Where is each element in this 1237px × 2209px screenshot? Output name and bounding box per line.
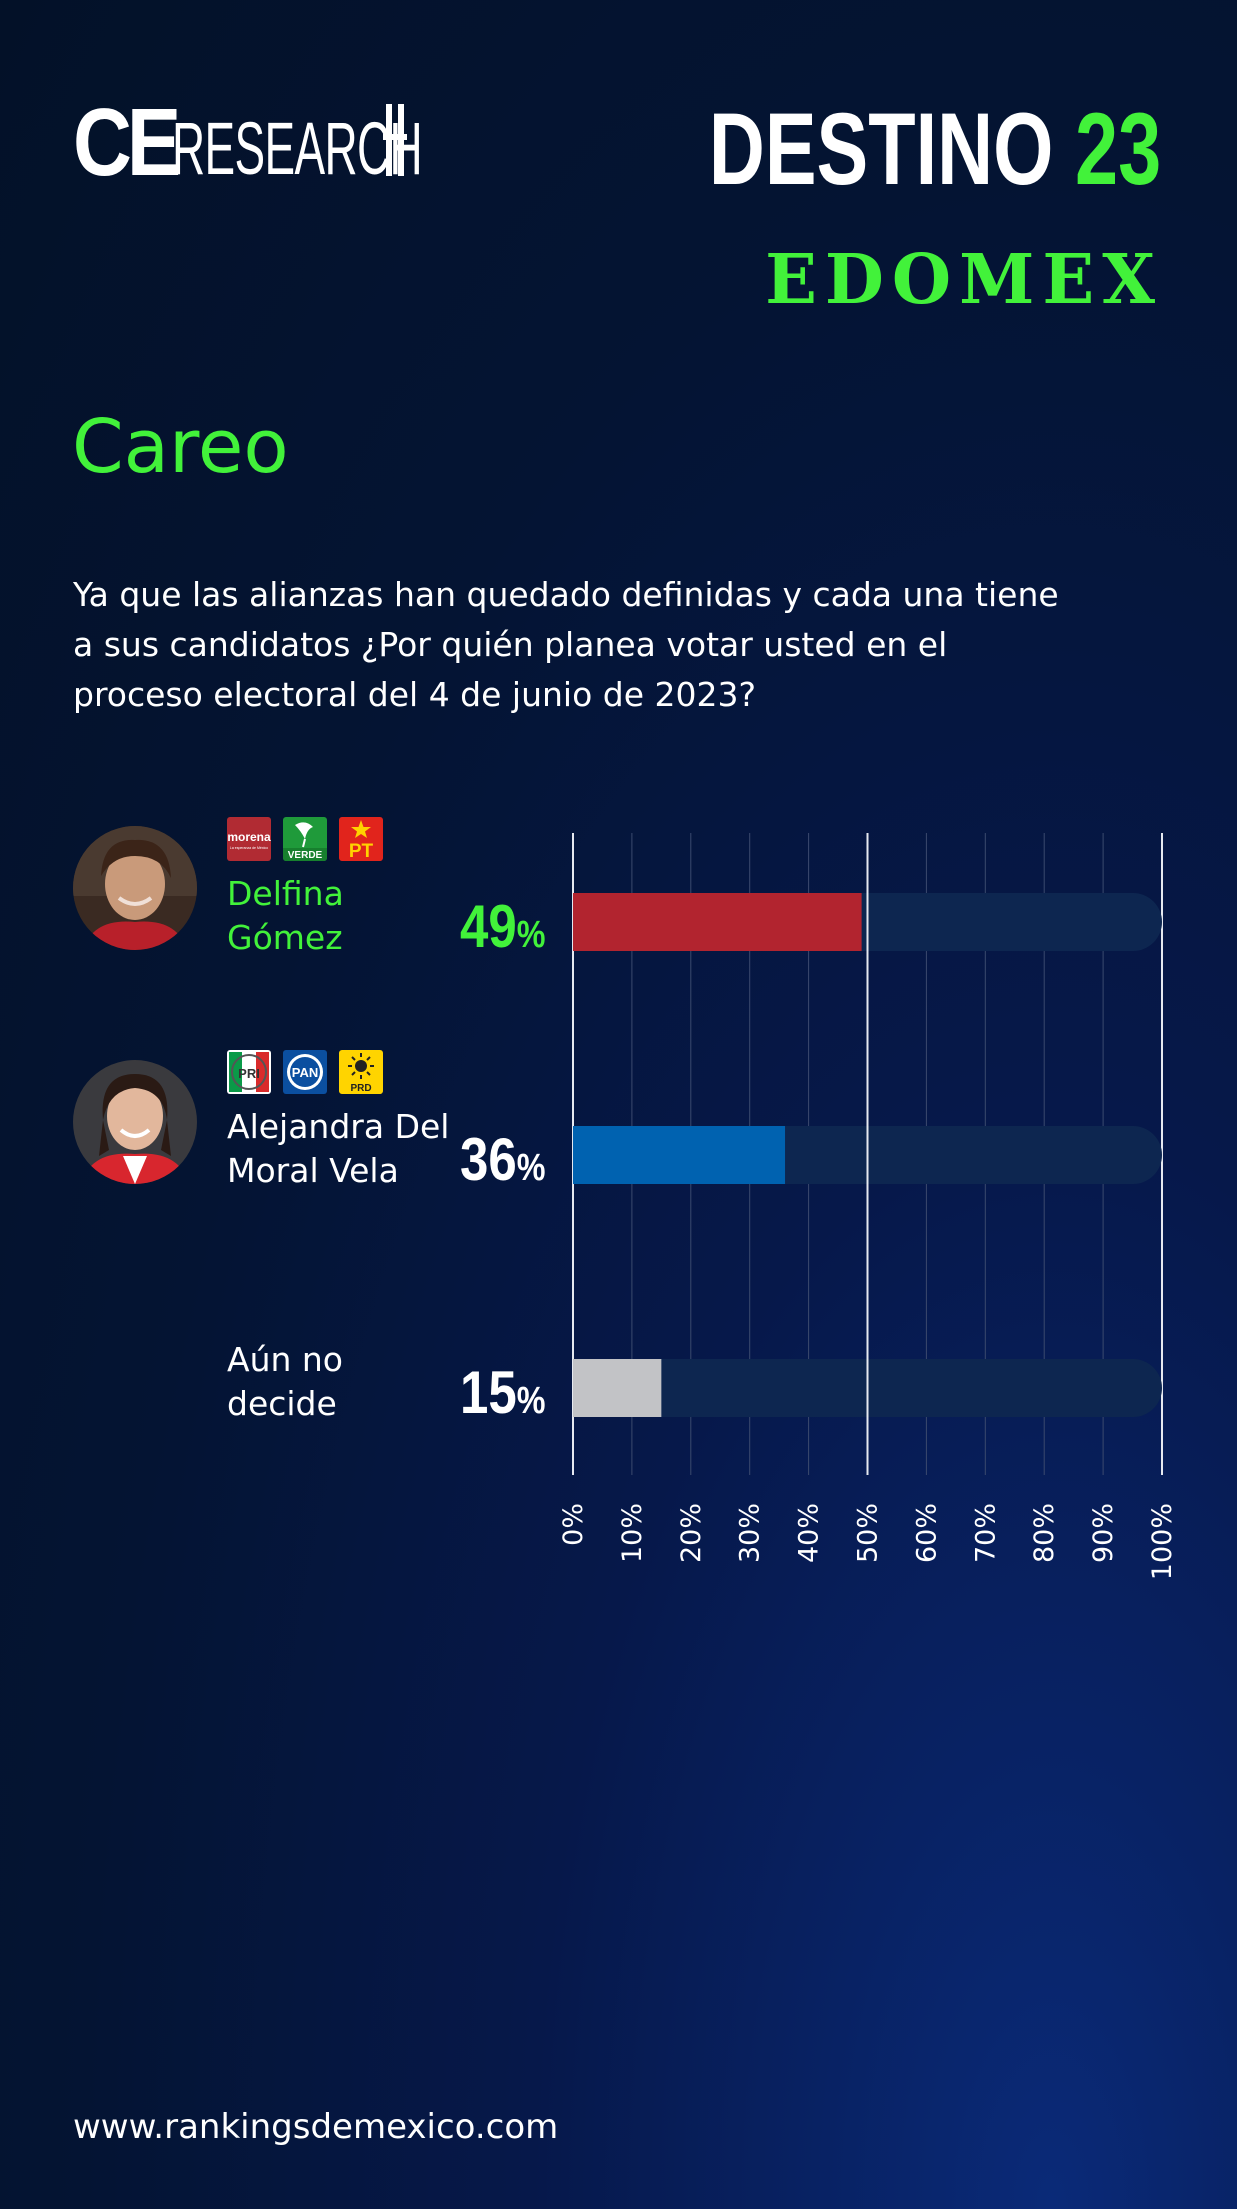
destino-word: DESTINO <box>708 92 1054 206</box>
x-tick-label: 100% <box>1147 1503 1178 1580</box>
logo-ce: CE <box>73 89 181 196</box>
candidate-name-line1: Alejandra Del <box>227 1107 450 1146</box>
verde-logo-icon: VERDE <box>283 817 327 861</box>
x-tick-label: 30% <box>735 1503 766 1563</box>
percentage-symbol: % <box>516 1147 546 1189</box>
percentage-alejandra-del-moral: 36% <box>460 1130 545 1190</box>
pt-logo-icon: PT <box>339 817 383 861</box>
region-label: EDOMEX <box>765 240 1163 320</box>
pan-logo-icon: PAN <box>283 1050 327 1094</box>
pri-logo-icon: PRI <box>227 1050 271 1094</box>
x-tick-label: 90% <box>1088 1503 1119 1563</box>
morena-label: morena <box>227 830 271 844</box>
candidate-name-alejandra-del-moral: Alejandra Del Moral Vela <box>227 1105 449 1193</box>
percentage-value: 36 <box>460 1126 517 1193</box>
x-tick-label: 50% <box>853 1503 884 1563</box>
candidate-name-line1: Delfina <box>227 874 344 913</box>
prd-label: PRD <box>350 1083 371 1094</box>
verde-label: VERDE <box>288 850 323 861</box>
logo-research: RESEARCH <box>172 107 423 190</box>
prd-logo-icon: PRD <box>339 1050 383 1094</box>
x-tick-label: 40% <box>794 1503 825 1563</box>
percentage-symbol: % <box>516 1380 546 1422</box>
percentage-symbol: % <box>516 914 546 956</box>
footer-url[interactable]: www.rankingsdemexico.com <box>73 2107 559 2147</box>
candidate-name-delfina-gomez: Delfina Gómez <box>227 872 344 960</box>
bar-chart: 0% 10% 20% 30% 40% 50% 60% 70% 80% 90% 100% <box>558 833 1178 1580</box>
percentage-value: 49 <box>460 893 517 960</box>
x-tick-label: 20% <box>676 1503 707 1563</box>
page-title: Careo <box>72 404 289 490</box>
bar <box>573 893 862 951</box>
logo-cross-icon <box>383 104 407 176</box>
destino-number: 23 <box>1074 92 1161 206</box>
percentage-undecided: 15% <box>460 1363 545 1423</box>
morena-logo-icon: morena La esperanza de México <box>227 817 271 861</box>
percentage-value: 15 <box>460 1359 517 1426</box>
x-tick-label: 10% <box>617 1503 648 1563</box>
morena-subtitle: La esperanza de México <box>230 846 268 850</box>
bar <box>573 1126 786 1184</box>
x-tick-label: 70% <box>970 1503 1001 1563</box>
pan-label: PAN <box>292 1065 318 1080</box>
candidate-name-undecided: Aún no decide <box>227 1338 343 1426</box>
x-tick-label: 60% <box>911 1503 942 1563</box>
candidate-name-line1: Aún no <box>227 1340 343 1379</box>
survey-question: Ya que las alianzas han quedado definida… <box>73 575 1059 714</box>
candidate-name-line2: decide <box>227 1384 337 1423</box>
destino-logo: DESTINO 23 <box>709 98 1161 200</box>
pt-label: PT <box>349 841 374 861</box>
avatar-delfina-gomez <box>73 826 197 950</box>
x-tick-label: 0% <box>558 1503 589 1546</box>
pri-label: PRI <box>238 1066 260 1081</box>
candidate-name-line2: Moral Vela <box>227 1151 399 1190</box>
avatar-alejandra-del-moral <box>73 1060 197 1184</box>
candidate-name-line2: Gómez <box>227 918 343 957</box>
x-tick-label: 80% <box>1029 1503 1060 1563</box>
percentage-delfina-gomez: 49% <box>460 897 545 957</box>
bar <box>573 1359 662 1417</box>
